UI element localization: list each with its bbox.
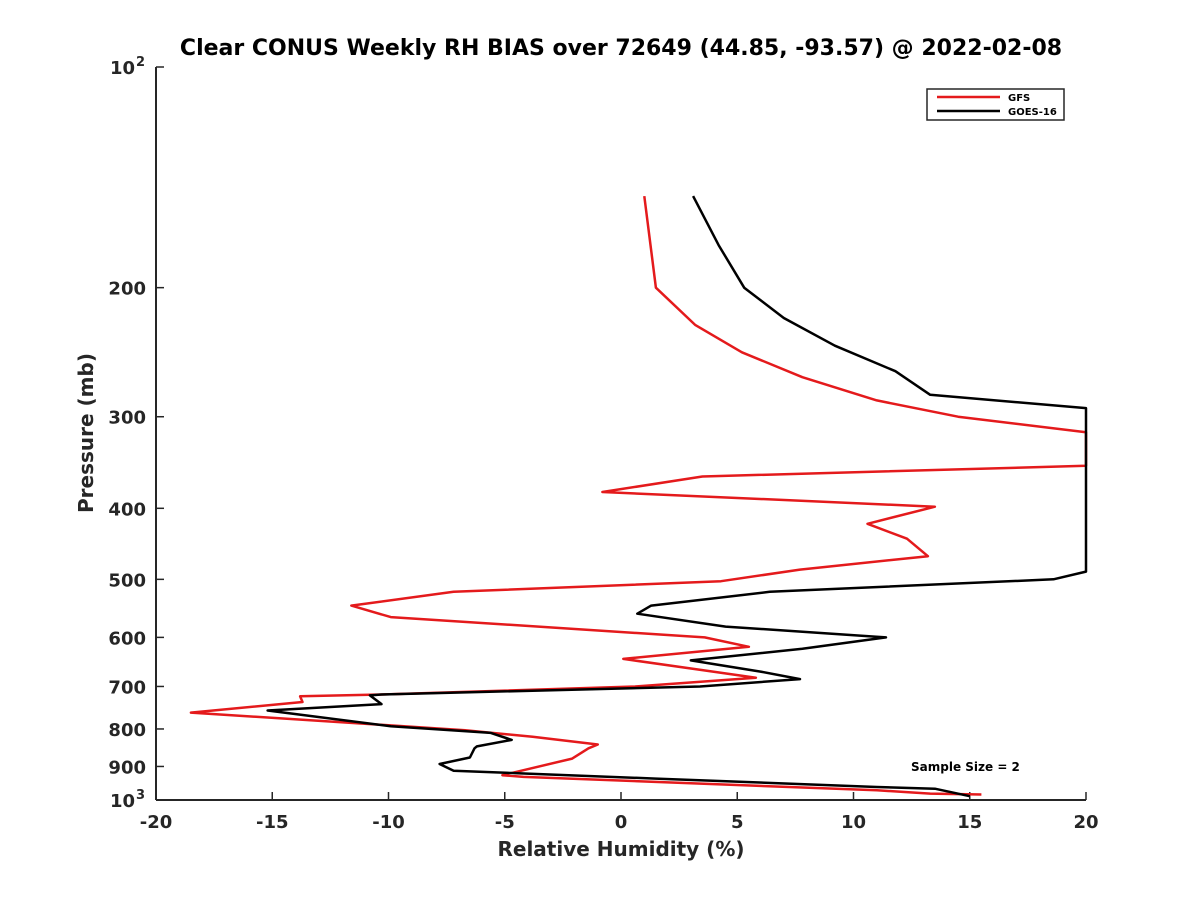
y-tick-exponent: 3 — [136, 788, 145, 803]
y-tick-label: 700 — [108, 677, 146, 698]
x-tick-label: 15 — [957, 812, 982, 833]
series-line-gfs — [189, 195, 1088, 796]
y-tick-label: 10 — [110, 791, 135, 812]
legend-label-gfs: GFS — [1008, 93, 1030, 104]
y-tick-label: 200 — [108, 279, 146, 300]
x-tick-label: -5 — [495, 812, 515, 833]
x-tick-label: 20 — [1073, 812, 1098, 833]
x-axis-label: Relative Humidity (%) — [497, 837, 744, 861]
legend: GFS GOES-16 — [926, 88, 1065, 121]
x-tick-label: 0 — [615, 812, 628, 833]
y-axis-label: Pressure (mb) — [74, 353, 98, 513]
x-tick-label: 10 — [841, 812, 866, 833]
y-tick-label: 300 — [108, 408, 146, 429]
x-tick-label: -10 — [372, 812, 405, 833]
chart-title: Clear CONUS Weekly RH BIAS over 72649 (4… — [180, 36, 1062, 61]
x-axis-ticks: -20 -15 -10 -5 0 5 10 15 20 — [140, 792, 1099, 833]
y-tick-exponent: 2 — [136, 55, 145, 70]
x-tick-label: 5 — [731, 812, 744, 833]
plot-axes — [155, 67, 1086, 801]
x-tick-label: -15 — [256, 812, 289, 833]
sample-size-annotation: Sample Size = 2 — [911, 760, 1020, 774]
y-tick-label: 400 — [108, 499, 146, 520]
y-tick-label: 900 — [108, 757, 146, 778]
y-tick-label: 600 — [108, 628, 146, 649]
series-lines — [189, 195, 1088, 798]
legend-label-goes16: GOES-16 — [1008, 107, 1057, 118]
x-tick-label: -20 — [140, 812, 173, 833]
y-tick-label: 500 — [108, 570, 146, 591]
series-line-goes16 — [266, 195, 1088, 798]
y-tick-label: 800 — [108, 720, 146, 741]
legend-box — [926, 88, 1065, 121]
y-tick-label: 10 — [110, 58, 135, 79]
